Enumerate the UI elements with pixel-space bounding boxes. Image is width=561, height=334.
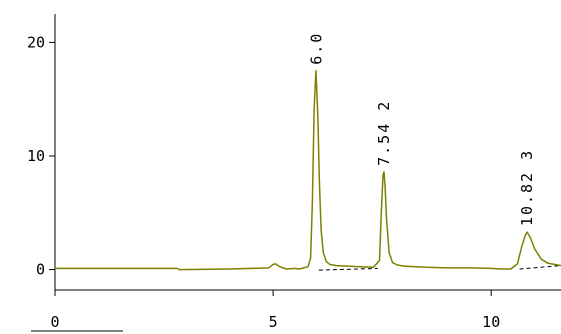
peak-baseline (519, 265, 561, 270)
y-tick-label: 10 (27, 147, 45, 165)
peak-baselines (318, 265, 561, 271)
y-axis-ticks: 0 10 20 (27, 33, 55, 279)
peak-baseline (318, 267, 378, 271)
peak-label: 6.0 (308, 32, 326, 65)
x-tick-label: 5 (269, 313, 278, 331)
peak-labels: 6.0 7.54 2 10.82 3 (308, 32, 536, 226)
x-tick-label: 10 (482, 313, 500, 331)
peak-label: 10.82 3 (518, 149, 536, 226)
y-tick-label: 20 (27, 33, 45, 51)
chromatogram-traces (55, 70, 561, 271)
x-tick-label: 0 (50, 313, 59, 331)
x-axis-ticks: 0 5 10 (50, 290, 500, 331)
y-tick-label: 0 (36, 261, 45, 279)
chromatogram-trace (55, 70, 561, 271)
peak-label: 7.54 2 (375, 100, 393, 166)
